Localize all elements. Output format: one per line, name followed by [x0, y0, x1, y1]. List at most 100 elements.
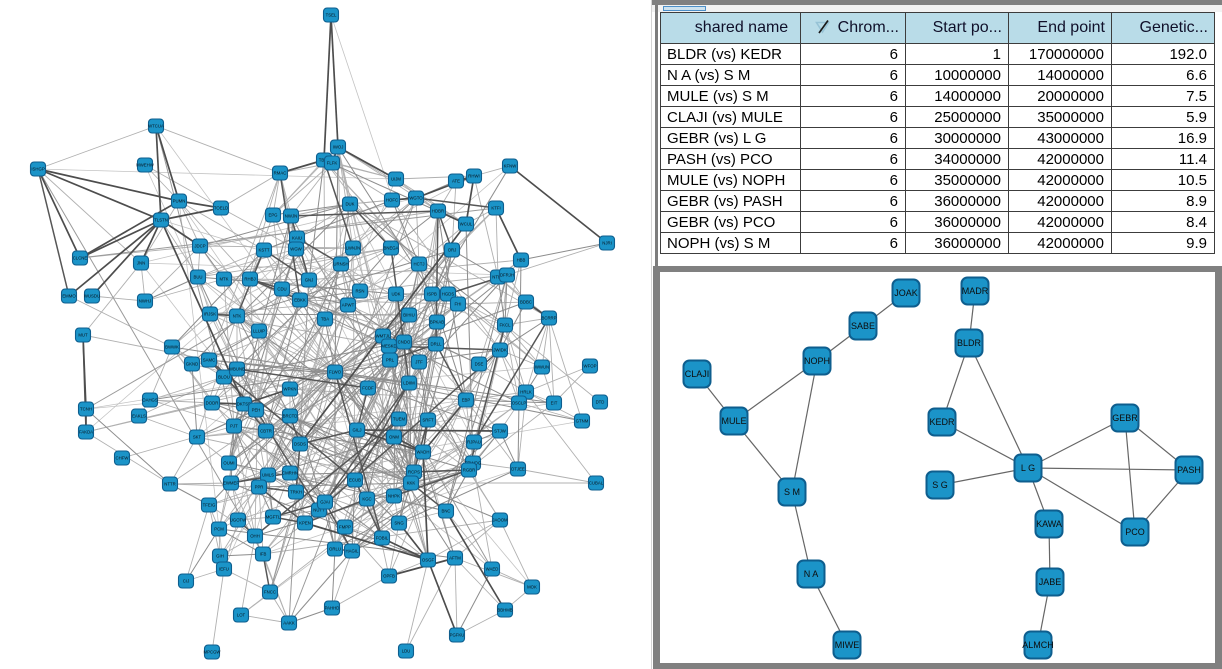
svg-text:LLUIP: LLUIP [253, 329, 265, 334]
svg-text:MESKD: MESKD [381, 344, 396, 349]
svg-text:GIH: GIH [216, 554, 224, 559]
svg-text:OSGF: OSGF [422, 558, 435, 563]
svg-text:MGFTL: MGFTL [266, 515, 281, 520]
svg-text:DUK: DUK [345, 202, 354, 207]
svg-text:FLWO: FLWO [329, 370, 342, 375]
svg-text:BDBC: BDBC [520, 300, 532, 305]
svg-text:JNN: JNN [137, 261, 145, 266]
svg-text:PJT: PJT [230, 424, 238, 429]
svg-text:DSE: DSE [475, 362, 484, 367]
svg-text:TUEM: TUEM [393, 417, 406, 422]
svg-text:JTF: JTF [415, 360, 423, 365]
svg-text:SKT: SKT [193, 435, 202, 440]
svg-text:RMAC: RMAC [274, 171, 287, 176]
svg-text:EBP: EBP [462, 398, 471, 403]
svg-text:TOELD: TOELD [214, 206, 228, 211]
svg-text:TCNH: TCNH [80, 407, 92, 412]
svg-text:WUSDU: WUSDU [84, 294, 100, 299]
svg-text:KKK: KKK [407, 481, 416, 486]
svg-text:PCO: PCO [1125, 527, 1145, 537]
svg-text:BLOU: BLOU [218, 375, 230, 380]
svg-text:PGFKU: PGFKU [450, 633, 465, 638]
svg-text:WCUL: WCUL [460, 222, 473, 227]
svg-text:TLSTN: TLSTN [154, 218, 168, 223]
svg-text:MUT: MUT [78, 333, 88, 338]
svg-text:BPKAB: BPKAB [430, 320, 444, 325]
svg-text:NOPH: NOPH [804, 356, 830, 366]
svg-text:KGC: KGC [362, 497, 371, 502]
svg-text:NWHJ: NWHJ [139, 299, 151, 304]
svg-text:CIJ: CIJ [183, 579, 189, 584]
svg-text:DSDS: DSDS [294, 442, 306, 447]
svg-text:IWOJ: IWOJ [333, 145, 344, 150]
svg-text:BUU: BUU [193, 275, 202, 280]
svg-text:EIT: EIT [551, 401, 558, 406]
svg-text:FLFK: FLFK [327, 161, 338, 166]
svg-text:UGOTW: UGOTW [230, 518, 247, 523]
svg-text:MULE: MULE [721, 416, 746, 426]
svg-text:WAED: WAED [486, 567, 499, 572]
svg-text:OUMI: OUMI [223, 461, 234, 466]
svg-text:RSN: RSN [355, 289, 364, 294]
svg-text:S G: S G [932, 480, 948, 490]
svg-text:BBHMB: BBHMB [497, 608, 512, 613]
svg-text:BNC: BNC [441, 509, 450, 514]
svg-text:GKND: GKND [186, 362, 198, 367]
svg-text:MTK: MTK [219, 277, 228, 282]
svg-text:HOFC: HOFC [386, 198, 398, 203]
svg-text:SABE: SABE [851, 321, 875, 331]
svg-text:GTNM: GTNM [576, 419, 589, 424]
svg-text:WWUN: WWUN [535, 365, 549, 370]
svg-text:DKTSD: DKTSD [237, 402, 252, 407]
svg-text:NHPK: NHPK [388, 494, 400, 499]
svg-text:MIWE: MIWE [835, 640, 860, 650]
svg-text:KSTT: KSTT [259, 248, 270, 253]
svg-text:RGBR: RGBR [463, 468, 475, 473]
svg-text:CMRHN: CMRHN [282, 471, 298, 476]
svg-text:MPCGW: MPCGW [204, 650, 222, 655]
svg-text:RCPS: RCPS [408, 470, 420, 475]
svg-text:RJPAU: RJPAU [467, 440, 481, 445]
svg-text:IFB: IFB [260, 552, 267, 557]
svg-text:STJW: STJW [494, 429, 507, 434]
svg-text:GILJ: GILJ [352, 428, 361, 433]
svg-text:SRFT: SRFT [422, 418, 434, 423]
svg-text:AFTM: AFTM [449, 556, 461, 561]
svg-text:KEDR: KEDR [929, 417, 955, 427]
svg-text:TRKH: TRKH [290, 490, 302, 495]
svg-text:EBKK: EBKK [294, 298, 306, 303]
svg-text:JDCP: JDCP [194, 244, 205, 249]
svg-text:LDIIM: LDIIM [403, 381, 415, 386]
svg-text:NTBA: NTBA [492, 275, 504, 280]
svg-text:HCTJ: HCTJ [414, 262, 425, 267]
svg-text:JAOOM: JAOOM [492, 518, 508, 523]
svg-text:PASH: PASH [1177, 465, 1201, 475]
svg-text:GNJ: GNJ [305, 278, 314, 283]
svg-text:KTFI: KTFI [491, 206, 500, 211]
svg-text:OAHGS: OAHGS [142, 398, 158, 403]
svg-text:PPR: PPR [255, 485, 264, 490]
svg-text:DODR: DODR [206, 401, 219, 406]
svg-text:KAIU: KAIU [292, 236, 302, 241]
svg-text:BWWK: BWWK [165, 345, 179, 350]
svg-text:CBTR: CBTR [260, 429, 272, 434]
svg-text:FHI: FHI [455, 302, 462, 307]
svg-text:LOT: LOT [237, 613, 246, 618]
svg-text:ALMCH: ALMCH [1022, 640, 1054, 650]
svg-text:FAKDA: FAKDA [79, 430, 93, 435]
svg-text:BCRRP: BCRRP [541, 316, 556, 321]
svg-text:HBB: HBB [517, 258, 526, 263]
svg-text:TBA: TBA [321, 317, 329, 322]
svg-text:CLAJI: CLAJI [685, 369, 710, 379]
svg-text:FKCL: FKCL [500, 323, 512, 328]
svg-text:DTD: DTD [596, 400, 605, 405]
svg-text:OHH: OHH [250, 534, 260, 539]
svg-text:FCDF: FCDF [362, 386, 374, 391]
svg-text:ISHGP: ISHGP [31, 167, 45, 172]
svg-text:HRLK: HRLK [520, 390, 532, 395]
svg-text:HDBR: HDBR [432, 209, 444, 214]
svg-text:KPEN: KPEN [299, 521, 311, 526]
svg-text:FNCC: FNCC [264, 590, 276, 595]
svg-text:WPKN: WPKN [284, 387, 297, 392]
svg-text:IEFU: IEFU [219, 567, 229, 572]
